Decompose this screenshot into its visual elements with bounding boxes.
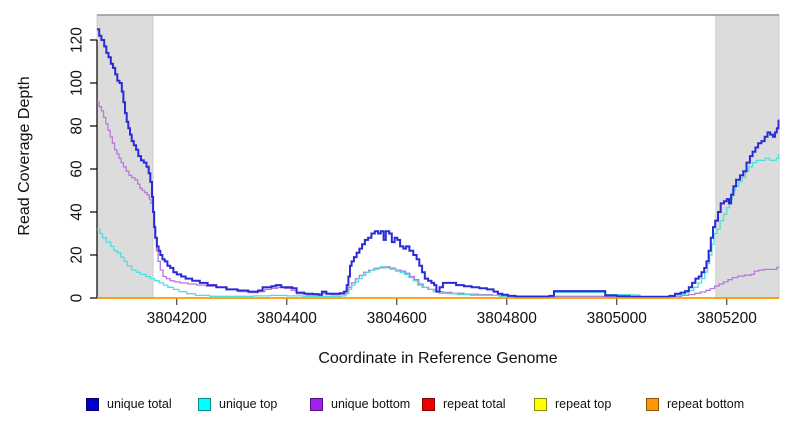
legend-label: unique total — [107, 397, 172, 411]
legend-swatch-repeat-bottom — [646, 397, 659, 411]
legend-item: unique bottom — [310, 397, 422, 411]
x-axis-title: Coordinate in Reference Genome — [318, 350, 558, 367]
legend-label: repeat top — [555, 397, 612, 411]
legend-item: repeat bottom — [646, 397, 758, 411]
legend-swatch-unique-top — [198, 397, 211, 411]
shaded-region — [715, 14, 780, 299]
read-coverage-chart: 0 20 40 60 80 100 120 3804200 3804400 3804600 3804… — [69, 14, 780, 327]
y-axis-title: Read Coverage Depth — [16, 76, 33, 236]
legend-item: repeat total — [422, 397, 534, 411]
x-tick-label: 3804200 — [147, 310, 208, 327]
legend-label: unique bottom — [331, 397, 411, 411]
legend-swatch-repeat-total — [422, 397, 435, 411]
legend-label: repeat total — [443, 397, 506, 411]
x-tick-label: 3804600 — [367, 310, 428, 327]
y-tick-label: 80 — [69, 117, 86, 135]
legend-label: unique top — [219, 397, 278, 411]
y-tick-label: 100 — [69, 70, 86, 96]
series-unique-bottom — [97, 101, 780, 298]
y-tick-label: 40 — [69, 203, 86, 221]
legend-item: unique total — [86, 397, 198, 411]
y-tick-label: 0 — [69, 293, 86, 302]
y-tick-label: 20 — [69, 246, 86, 264]
legend-swatch-repeat-top — [534, 397, 547, 411]
legend-item: unique top — [198, 397, 310, 411]
legend-swatch-unique-total — [86, 397, 99, 411]
series-unique-top — [97, 153, 780, 298]
x-tick-label: 3804800 — [477, 310, 538, 327]
y-tick-label: 60 — [69, 160, 86, 178]
x-tick-label: 3805200 — [697, 310, 758, 327]
legend-swatch-unique-bottom — [310, 397, 323, 411]
legend: unique total unique top unique bottom re… — [86, 397, 758, 411]
y-tick-label: 120 — [69, 27, 86, 53]
x-tick-label: 3804400 — [257, 310, 318, 327]
x-tick-label: 3805000 — [587, 310, 648, 327]
legend-label: repeat bottom — [667, 397, 745, 411]
legend-item: repeat top — [534, 397, 646, 411]
shaded-region — [96, 14, 154, 299]
series-unique-total — [97, 28, 780, 298]
